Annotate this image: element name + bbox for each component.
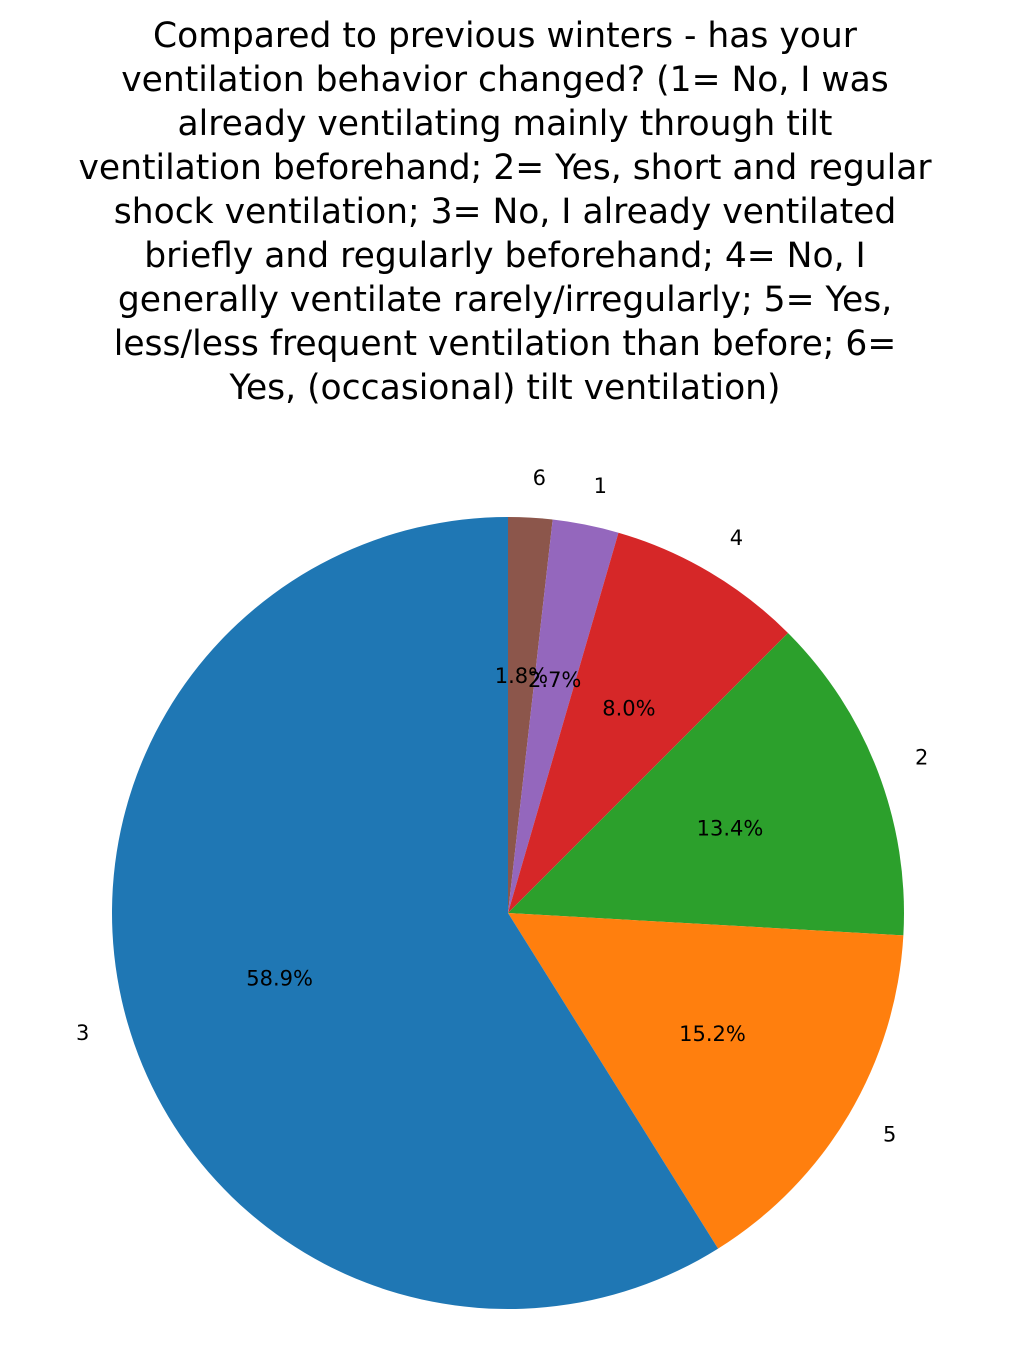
slice-category-label: 5 (883, 1123, 896, 1147)
slice-category-label: 6 (533, 466, 546, 490)
title-line: generally ventilate rarely/irregularly; … (117, 280, 893, 320)
slice-percent-label: 8.0% (602, 696, 655, 720)
slice-percent-label: 58.9% (246, 967, 313, 991)
chart-title: Compared to previous winters - has your … (10, 14, 1000, 410)
slice-percent-label: 1.8% (495, 664, 548, 688)
pie-wedges (111, 517, 904, 1309)
title-line: shock ventilation; 3= No, I already vent… (113, 192, 897, 232)
pie-slice-4 (508, 532, 789, 913)
pie-slice-2 (508, 632, 904, 936)
slice-category-label: 2 (915, 746, 928, 770)
pie-slice-6 (508, 517, 553, 913)
slice-percent-label: 2.7% (528, 668, 581, 692)
title-line: ventilation behavior changed? (1= No, I … (121, 60, 889, 100)
slice-percent-label: 13.4% (697, 816, 764, 840)
pie-labels: 1.8% 6 2.7% 1 8.0% 4 13.4% 2 15.2% 5 58.9% 3 (76, 466, 928, 1147)
title-line: ventilation beforehand; 2= Yes, short an… (78, 148, 932, 188)
title-line: Compared to previous winters - has your (153, 16, 857, 56)
slice-category-label: 1 (594, 474, 607, 498)
slice-category-label: 4 (730, 526, 743, 550)
pie-slice-1 (508, 519, 619, 913)
title-line: already ventilating mainly through tilt (177, 104, 833, 144)
slice-percent-label: 15.2% (679, 1022, 746, 1046)
title-line: less/less frequent ventilation than befo… (113, 324, 897, 364)
slice-category-label: 3 (76, 1021, 89, 1045)
pie-slice-3 (111, 517, 719, 1309)
title-line: briefly and regularly beforehand; 4= No,… (144, 236, 866, 276)
pie-slice-5 (508, 913, 904, 1249)
title-line: Yes, (occasional) tilt ventilation) (229, 368, 781, 408)
